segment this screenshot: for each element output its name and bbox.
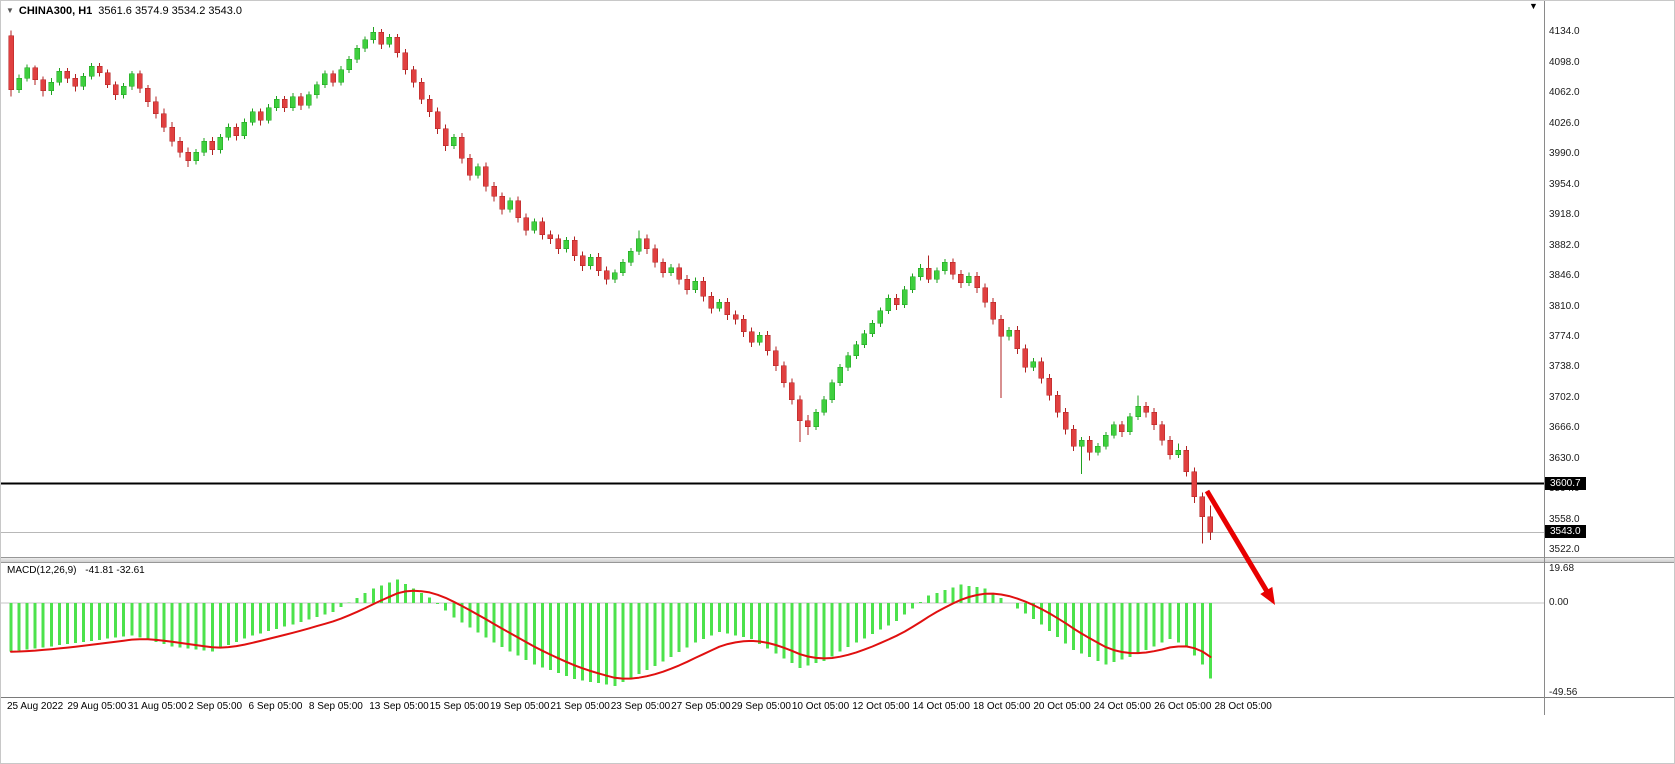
time-axis-label: 20 Oct 05:00 — [1033, 701, 1091, 712]
candlestick-series — [8, 27, 1214, 544]
price-tick-label: 3774.0 — [1549, 330, 1580, 342]
time-axis-label: 28 Oct 05:00 — [1214, 701, 1272, 712]
time-axis-label: 18 Oct 05:00 — [973, 701, 1031, 712]
macd-panel: MACD(12,26,9) -41.81 -32.61 19.68 0.00 -49… — [1, 563, 1674, 698]
chart-shift-marker-icon[interactable]: ▼ — [1529, 1, 1538, 11]
time-axis-label: 24 Oct 05:00 — [1093, 701, 1152, 712]
time-axis-label: 21 Sep 05:00 — [550, 701, 610, 712]
price-chart-panel: ▼ CHINA300, H1 3561.6 3574.9 3534.2 3543… — [1, 1, 1674, 557]
time-axis-label: 23 Sep 05:00 — [610, 701, 671, 712]
time-axis-label: 29 Sep 05:00 — [731, 701, 792, 712]
time-axis-label: 29 Aug 05:00 — [67, 701, 127, 712]
chart-header: ▼ CHINA300, H1 3561.6 3574.9 3534.2 3543… — [6, 5, 242, 17]
time-axis-label: 10 Oct 05:00 — [791, 701, 850, 712]
time-axis-label: 14 Oct 05:00 — [912, 701, 970, 712]
price-tick-label: 3702.0 — [1549, 391, 1580, 403]
panel-splitter[interactable] — [1, 557, 1674, 563]
macd-tick-label: 0.00 — [1549, 596, 1569, 608]
price-tick-label: 4062.0 — [1549, 87, 1580, 99]
time-axis-label: 6 Sep 05:00 — [248, 701, 303, 712]
time-axis-label: 13 Sep 05:00 — [369, 701, 429, 712]
time-axis-label: 15 Sep 05:00 — [429, 701, 490, 712]
price-tick-label: 3918.0 — [1549, 209, 1580, 221]
macd-histogram — [9, 579, 1212, 687]
time-axis-label: 31 Aug 05:00 — [127, 701, 187, 712]
price-tick-label: 3630.0 — [1549, 452, 1580, 464]
macd-indicator-label: MACD(12,26,9) -41.81 -32.61 — [7, 565, 151, 576]
time-axis-label: 12 Oct 05:00 — [852, 701, 910, 712]
macd-name: MACD(12,26,9) — [7, 565, 77, 576]
symbol-dropdown-icon[interactable]: ▼ — [6, 6, 14, 15]
macd-values: -41.81 -32.61 — [85, 565, 145, 576]
price-tick-label: 3954.0 — [1549, 178, 1580, 190]
price-tick-label: 3882.0 — [1549, 239, 1580, 251]
axis-separator-line — [1544, 1, 1545, 715]
price-tick-label: 4134.0 — [1549, 26, 1580, 38]
hline-price-tag: 3600.7 — [1545, 476, 1586, 490]
time-axis-label: 2 Sep 05:00 — [188, 701, 243, 712]
price-tick-label: 4098.0 — [1549, 56, 1580, 68]
bid-price-tag: 3543.0 — [1545, 525, 1586, 539]
time-axis-label: 25 Aug 2022 — [7, 701, 64, 712]
time-axis[interactable]: 25 Aug 2022 29 Aug 05:00 31 Aug 05:00 2 Sep… — [1, 697, 1674, 715]
price-tick-label: 4026.0 — [1549, 117, 1580, 129]
time-axis-label: 19 Sep 05:00 — [490, 701, 550, 712]
time-axis-label: 8 Sep 05:00 — [308, 701, 363, 712]
price-axis[interactable]: 4134.0 4098.0 4062.0 4026.0 3990.0 3954.0 3918… — [1547, 1, 1674, 557]
ohlc-readout: 3561.6 3574.9 3534.2 3543.0 — [98, 5, 243, 17]
price-tick-label: 3666.0 — [1549, 422, 1580, 434]
macd-signal-line — [10, 589, 1212, 680]
price-tick-label: 3738.0 — [1549, 361, 1580, 373]
price-tick-label: 3522.0 — [1549, 544, 1580, 556]
macd-chart-area[interactable] — [1, 563, 1544, 697]
candlestick-chart-area[interactable] — [1, 1, 1544, 557]
macd-axis[interactable]: 19.68 0.00 -49.56 — [1547, 563, 1674, 698]
macd-tick-label: 19.68 — [1549, 563, 1575, 574]
price-tick-label: 3810.0 — [1549, 300, 1580, 312]
symbol-title: CHINA300, H1 — [18, 5, 93, 17]
time-axis-label: 27 Sep 05:00 — [671, 701, 731, 712]
price-tick-label: 3558.0 — [1549, 513, 1580, 525]
price-tick-label: 3990.0 — [1549, 148, 1580, 160]
macd-tick-label: -49.56 — [1549, 686, 1578, 698]
time-axis-label: 26 Oct 05:00 — [1154, 701, 1212, 712]
price-tick-label: 3846.0 — [1549, 270, 1580, 282]
